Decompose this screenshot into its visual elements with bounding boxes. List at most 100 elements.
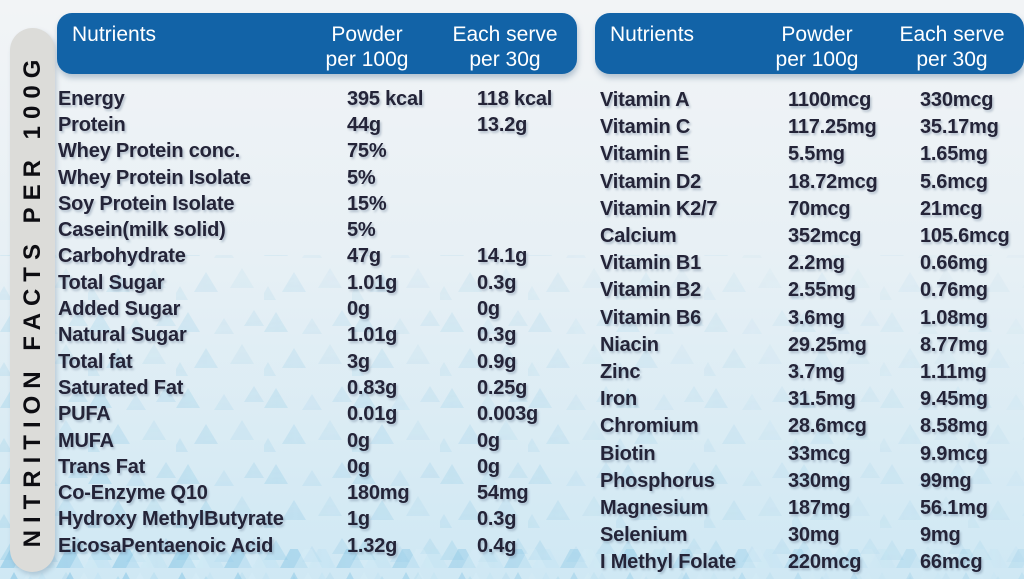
nutrient-name: Co-Enzyme Q10 xyxy=(58,482,208,505)
value-per-100g: 1g xyxy=(347,508,370,531)
table-row: Co-Enzyme Q10 180mg 54mg xyxy=(58,480,624,506)
nutrient-name: I Methyl Folate xyxy=(600,551,736,574)
table-row: MUFA 0g 0g xyxy=(58,428,624,454)
table-row: Iron 31.5mg 9.45mg xyxy=(600,386,1024,413)
table-row: Vitamin B2 2.55mg 0.76mg xyxy=(600,277,1024,304)
column-header-powder-per-100g: Powder per 100g xyxy=(697,22,937,72)
nutrient-name: Trans Fat xyxy=(58,455,146,478)
table-row: Protein 44g 13.2g xyxy=(58,112,624,138)
value-per-serve: 105.6mcg xyxy=(920,225,1010,248)
column-header-each-serve-per-30g: Each serve per 30g xyxy=(420,22,590,72)
nutrient-name: Saturated Fat xyxy=(58,376,184,399)
header-line: per 30g xyxy=(469,48,541,71)
value-per-100g: 0.01g xyxy=(347,403,398,426)
header-line: Each serve xyxy=(452,23,558,46)
nutrient-name: EicosaPentaenoic Acid xyxy=(58,534,274,557)
header-line: per 100g xyxy=(775,48,859,71)
value-per-100g: 5% xyxy=(347,219,376,242)
table-row: Hydroxy MethylButyrate 1g 0.3g xyxy=(58,507,624,533)
value-per-serve: 0.4g xyxy=(477,534,517,557)
value-per-100g: 3.7mg xyxy=(788,360,845,383)
column-header-nutrients: Nutrients xyxy=(610,23,695,46)
vertical-title: NITRITION FACTS PER 100G xyxy=(18,52,46,548)
nutrient-name: Magnesium xyxy=(600,496,709,519)
table-row: Saturated Fat 0.83g 0.25g xyxy=(58,375,624,401)
value-per-100g: 5% xyxy=(347,166,376,189)
value-per-100g: 75% xyxy=(347,140,387,163)
nutrient-name: MUFA xyxy=(58,429,114,452)
table-row: Soy Protein Isolate 15% xyxy=(58,191,624,217)
table-row: I Methyl Folate 220mcg 66mcg xyxy=(600,549,1024,576)
table-row: Selenium 30mg 9mg xyxy=(600,522,1024,549)
table-row: Whey Protein Isolate 5% xyxy=(58,165,624,191)
value-per-serve: 0.66mg xyxy=(920,252,988,275)
nutrient-name: PUFA xyxy=(58,403,111,426)
value-per-serve: 0.25g xyxy=(477,376,528,399)
value-per-serve: 9.9mcg xyxy=(920,442,988,465)
nutrient-name: Natural Sugar xyxy=(58,324,187,347)
value-per-100g: 1100mcg xyxy=(788,89,872,112)
nutrient-name: Soy Protein Isolate xyxy=(58,192,235,215)
value-per-100g: 70mcg xyxy=(788,197,851,220)
table-row: Total fat 3g 0.9g xyxy=(58,349,624,375)
value-per-100g: 0g xyxy=(347,298,370,321)
value-per-serve: 1.11mg xyxy=(920,360,987,383)
value-per-100g: 187mg xyxy=(788,496,851,519)
value-per-serve: 0.76mg xyxy=(920,279,988,302)
table-row: Energy 395 kcal 118 kcal xyxy=(58,86,624,112)
nutrient-name: Iron xyxy=(600,388,637,411)
value-per-100g: 0g xyxy=(347,455,370,478)
value-per-100g: 330mg xyxy=(788,469,851,492)
nutrient-name: Added Sugar xyxy=(58,298,181,321)
value-per-100g: 0.83g xyxy=(347,376,398,399)
value-per-serve: 21mcg xyxy=(920,197,983,220)
table-row: Casein(milk solid) 5% xyxy=(58,217,624,243)
value-per-serve: 9.45mg xyxy=(920,388,988,411)
table-row: Phosphorus 330mg 99mg xyxy=(600,468,1024,495)
header-line: per 100g xyxy=(325,48,409,71)
value-per-100g: 0g xyxy=(347,429,370,452)
value-per-serve: 66mcg xyxy=(920,551,983,574)
value-per-100g: 3.6mg xyxy=(788,306,845,329)
value-per-100g: 352mcg xyxy=(788,225,862,248)
nutrient-name: Niacin xyxy=(600,333,659,356)
value-per-serve: 0g xyxy=(477,455,500,478)
table-row: Vitamin B1 2.2mg 0.66mg xyxy=(600,250,1024,277)
value-per-serve: 0.003g xyxy=(477,403,539,426)
nutrient-name: Total fat xyxy=(58,350,133,373)
table-row: Chromium 28.6mcg 8.58mg xyxy=(600,413,1024,440)
micros-table-rows: Vitamin A 1100mcg 330mcg Vitamin C 117.2… xyxy=(600,87,1024,576)
value-per-100g: 30mg xyxy=(788,524,840,547)
table-row: Trans Fat 0g 0g xyxy=(58,454,624,480)
value-per-serve: 9mg xyxy=(920,524,961,547)
table-row: PUFA 0.01g 0.003g xyxy=(58,402,624,428)
value-per-100g: 31.5mg xyxy=(788,388,856,411)
header-line: Powder xyxy=(781,23,853,46)
value-per-serve: 0g xyxy=(477,298,500,321)
table-row: Magnesium 187mg 56.1mg xyxy=(600,495,1024,522)
column-header-nutrients: Nutrients xyxy=(72,23,157,46)
nutrient-name: Whey Protein conc. xyxy=(58,140,240,163)
table-row: Carbohydrate 47g 14.1g xyxy=(58,244,624,270)
table-row: Zinc 3.7mg 1.11mg xyxy=(600,359,1024,386)
nutrient-name: Hydroxy MethylButyrate xyxy=(58,508,284,531)
nutrient-name: Carbohydrate xyxy=(58,245,186,268)
nutrient-name: Zinc xyxy=(600,360,641,383)
nutrient-name: Phosphorus xyxy=(600,469,715,492)
nutrient-name: Vitamin B2 xyxy=(600,279,701,302)
value-per-serve: 0.9g xyxy=(477,350,517,373)
table-row: EicosaPentaenoic Acid 1.32g 0.4g xyxy=(58,533,624,559)
table-row: Vitamin C 117.25mg 35.17mg xyxy=(600,114,1024,141)
value-per-100g: 33mcg xyxy=(788,442,851,465)
value-per-serve: 56.1mg xyxy=(920,496,988,519)
nutrient-name: Vitamin B6 xyxy=(600,306,701,329)
value-per-100g: 180mg xyxy=(347,482,410,505)
value-per-100g: 1.32g xyxy=(347,534,398,557)
nutrient-name: Biotin xyxy=(600,442,656,465)
nutrient-name: Vitamin D2 xyxy=(600,170,701,193)
table-row: Biotin 33mcg 9.9mcg xyxy=(600,440,1024,467)
header-line: per 30g xyxy=(916,48,988,71)
nutrient-name: Selenium xyxy=(600,524,688,547)
